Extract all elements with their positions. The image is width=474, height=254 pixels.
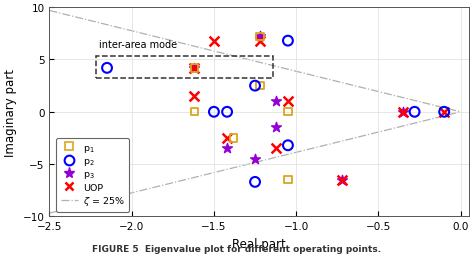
Point (273, 100, 280, 104)
Point (338, 178, 346, 182)
Point (411, 110, 419, 114)
Point (223, 110, 231, 114)
Point (284, 178, 292, 182)
Point (103, 67, 111, 71)
Point (399, 110, 407, 114)
Point (251, 180, 259, 184)
Point (284, 144, 292, 148)
Text: inter-area mode: inter-area mode (99, 40, 177, 50)
Point (191, 67, 198, 71)
Point (230, 136, 237, 140)
Point (191, 95, 198, 99)
Point (273, 126, 280, 130)
Legend: p$_1$, p$_2$, p$_3$, UOP, $\zeta$ = 25%: p$_1$, p$_2$, p$_3$, UOP, $\zeta$ = 25% (56, 138, 129, 212)
Point (251, 84, 259, 88)
Point (256, 35, 264, 39)
Point (256, 35, 264, 39)
Point (191, 67, 198, 71)
Text: FIGURE 5  Eigenvalue plot for different operating points.: FIGURE 5 Eigenvalue plot for different o… (92, 245, 382, 253)
Y-axis label: Imaginary part: Imaginary part (4, 69, 17, 156)
Point (256, 84, 264, 88)
Point (210, 110, 218, 114)
Point (284, 39, 292, 43)
Point (223, 147, 231, 151)
Point (338, 178, 346, 182)
Point (440, 110, 448, 114)
Point (273, 147, 280, 151)
Point (191, 110, 198, 114)
Point (251, 157, 259, 161)
Point (440, 110, 448, 114)
Bar (95, 57, 273, 79)
Point (256, 39, 264, 43)
Point (191, 67, 198, 71)
X-axis label: Real part: Real part (232, 237, 286, 250)
Point (223, 136, 231, 140)
Point (399, 110, 407, 114)
Point (284, 100, 292, 104)
Point (284, 110, 292, 114)
Point (210, 39, 218, 43)
